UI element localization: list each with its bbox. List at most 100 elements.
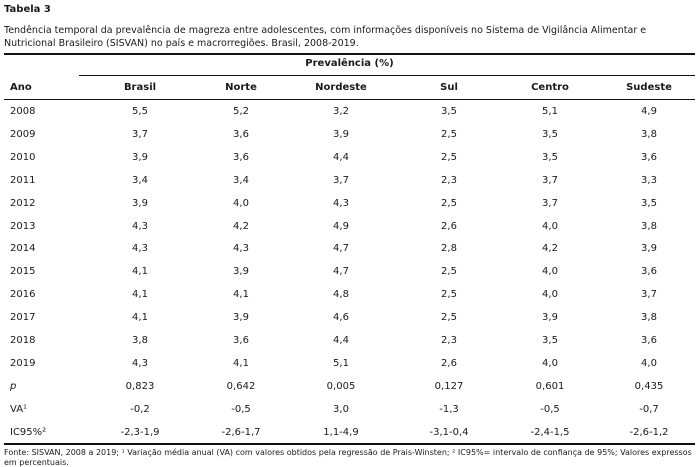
row-label: p [10, 380, 17, 392]
table-cell: 2,5 [441, 312, 457, 324]
row-label: 2009 [10, 128, 36, 140]
table-cell: 3,6 [233, 128, 249, 140]
row-label: 2019 [10, 357, 36, 369]
table-footer: Fonte: SISVAN, 2008 a 2019; ¹ Variação m… [4, 448, 692, 467]
table-cell: 2,6 [441, 220, 457, 232]
table-cell: -0,5 [540, 403, 560, 415]
table-cell: 4,3 [132, 357, 148, 369]
table-cell: 4,7 [333, 266, 349, 278]
column-header: Centro [531, 82, 569, 93]
header-rule [4, 99, 695, 100]
table-cell: 3,9 [233, 266, 249, 278]
table-cell: 4,1 [233, 289, 249, 301]
table-cell: 4,4 [333, 151, 349, 163]
table-cell: 4,0 [233, 197, 249, 209]
column-header: Ano [10, 82, 32, 93]
table-cell: 3,8 [641, 128, 657, 140]
table-cell: 4,1 [132, 266, 148, 278]
table-cell: 2,5 [441, 128, 457, 140]
group-rule [79, 75, 695, 76]
table-cell: 3,7 [132, 128, 148, 140]
table-cell: 0,823 [125, 380, 155, 392]
table-cell: 3,9 [132, 197, 148, 209]
table-cell: 4,9 [333, 220, 349, 232]
row-label: 2015 [10, 266, 36, 278]
table-cell: -0,2 [130, 403, 150, 415]
table-cell: 3,9 [333, 128, 349, 140]
table-cell: 3,9 [542, 312, 558, 324]
table-cell: 4,0 [542, 289, 558, 301]
row-label: 2016 [10, 289, 36, 301]
table-cell: 5,5 [132, 106, 148, 117]
table-cell: 3,9 [233, 312, 249, 324]
table-cell: 5,1 [333, 357, 349, 369]
table-cell: 3,6 [641, 266, 657, 278]
table-cell: -0,5 [231, 403, 251, 415]
table-cell: 0,601 [535, 380, 565, 392]
table-cell: 4,1 [132, 289, 148, 301]
table-cell: 2,5 [441, 197, 457, 209]
table-cell: 3,8 [132, 335, 148, 346]
table-cell: 3,8 [641, 220, 657, 232]
row-label: 2014 [10, 243, 36, 255]
table-cell: 4,3 [333, 197, 349, 209]
column-header: Norte [225, 82, 257, 93]
table-cell: 3,6 [641, 335, 657, 346]
table-cell: 2,6 [441, 357, 457, 369]
table-cell: -2,4-1,5 [530, 426, 570, 438]
table-cell: 3,6 [233, 151, 249, 163]
table-cell: 5,2 [233, 106, 249, 117]
table-cell: 3,7 [542, 174, 558, 186]
column-header: Nordeste [315, 82, 367, 93]
table-cell: 4,3 [132, 220, 148, 232]
row-label: 2018 [10, 335, 36, 346]
table-cell: 3,9 [132, 151, 148, 163]
table-cell: 4,9 [641, 106, 657, 117]
row-label: 2017 [10, 312, 36, 324]
table-cell: 2,3 [441, 335, 457, 346]
table-cell: 2,5 [441, 289, 457, 301]
table-cell: 5,1 [542, 106, 558, 117]
table-cell: -0,7 [639, 403, 659, 415]
column-header: Brasil [123, 82, 157, 93]
table-cell: 4,3 [132, 243, 148, 255]
table-cell: 2,5 [441, 266, 457, 278]
table-cell: -3,1-0,4 [429, 426, 469, 438]
row-label: IC95%² [10, 426, 47, 438]
table-cell: -2,6-1,7 [221, 426, 261, 438]
table-cell: 3,6 [641, 151, 657, 163]
table-caption: Tendência temporal da prevalência de mag… [4, 25, 647, 49]
table-cell: 4,2 [233, 220, 249, 232]
table-cell: 4,2 [542, 243, 558, 255]
table-cell: 3,4 [233, 174, 249, 186]
top-rule [4, 53, 695, 55]
table-cell: 4,0 [542, 220, 558, 232]
table-cell: 4,8 [333, 289, 349, 301]
table-cell: 0,005 [326, 380, 356, 392]
row-label: 2011 [10, 174, 36, 186]
table-cell: 3,5 [542, 151, 558, 163]
table-cell: -2,6-1,2 [629, 426, 669, 438]
row-label: 2012 [10, 197, 36, 209]
table-cell: -2,3-1,9 [120, 426, 160, 438]
table-cell: 0,127 [434, 380, 464, 392]
table-cell: 3,0 [333, 403, 349, 415]
row-label: 2010 [10, 151, 36, 163]
row-label: 2013 [10, 220, 36, 232]
table-cell: 3,6 [233, 335, 249, 346]
table-cell: 4,6 [333, 312, 349, 324]
row-label: VA¹ [10, 403, 28, 415]
table-cell: 4,1 [233, 357, 249, 369]
column-header: Sudeste [626, 82, 672, 93]
table-cell: 3,3 [641, 174, 657, 186]
table-cell: 2,5 [441, 151, 457, 163]
table-cell: 4,4 [333, 335, 349, 346]
table-cell: 1,1-4,9 [323, 426, 359, 438]
group-header: Prevalência (%) [305, 58, 394, 69]
table-page: Tabela 3 Tendência temporal da prevalênc… [4, 0, 695, 467]
table-cell: 2,8 [441, 243, 457, 255]
column-header: Sul [440, 82, 458, 93]
table-cell: 3,9 [641, 243, 657, 255]
table-cell: 3,7 [333, 174, 349, 186]
table-cell: 4,3 [233, 243, 249, 255]
